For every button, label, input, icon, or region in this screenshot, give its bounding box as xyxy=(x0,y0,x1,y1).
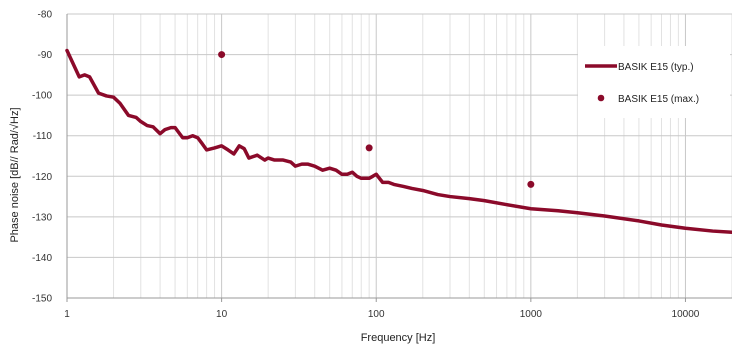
x-tick-label: 1000 xyxy=(520,309,543,320)
series-max-point xyxy=(365,144,373,152)
x-tick-label: 10000 xyxy=(672,309,700,320)
y-tick-label: -100 xyxy=(32,91,52,102)
y-tick-label: -90 xyxy=(38,50,53,61)
y-tick-label: -80 xyxy=(38,10,53,21)
series-max-point xyxy=(527,180,535,188)
legend-entry-typ: BASIK E15 (typ.) xyxy=(618,62,694,73)
x-axis-label: Frequency [Hz] xyxy=(361,332,436,344)
series-typ-line xyxy=(65,48,732,235)
y-axis-label: Phase noise [dB// Rad/√Hz] xyxy=(9,107,21,242)
x-axis-tick-labels: 1 10 100 1000 10000 xyxy=(64,309,700,320)
x-tick-label: 10 xyxy=(216,309,228,320)
y-tick-label: -130 xyxy=(32,212,52,223)
legend-entry-max: BASIK E15 (max.) xyxy=(618,94,699,105)
x-tick-label: 1 xyxy=(64,309,70,320)
y-axis-tick-labels: -80 -90 -100 -110 -120 -130 -140 -150 xyxy=(32,10,52,305)
legend-box xyxy=(578,46,730,118)
legend-dot-swatch xyxy=(597,94,605,102)
minor-gridlines xyxy=(113,14,732,298)
plot-area xyxy=(65,48,732,235)
y-tick-label: -110 xyxy=(33,131,53,142)
x-tick-label: 100 xyxy=(368,309,385,320)
y-tick-label: -120 xyxy=(32,172,52,183)
y-tick-label: -150 xyxy=(32,294,52,305)
legend: BASIK E15 (typ.) BASIK E15 (max.) xyxy=(578,46,730,118)
y-tick-label: -140 xyxy=(32,253,52,264)
series-max-point xyxy=(218,51,226,59)
